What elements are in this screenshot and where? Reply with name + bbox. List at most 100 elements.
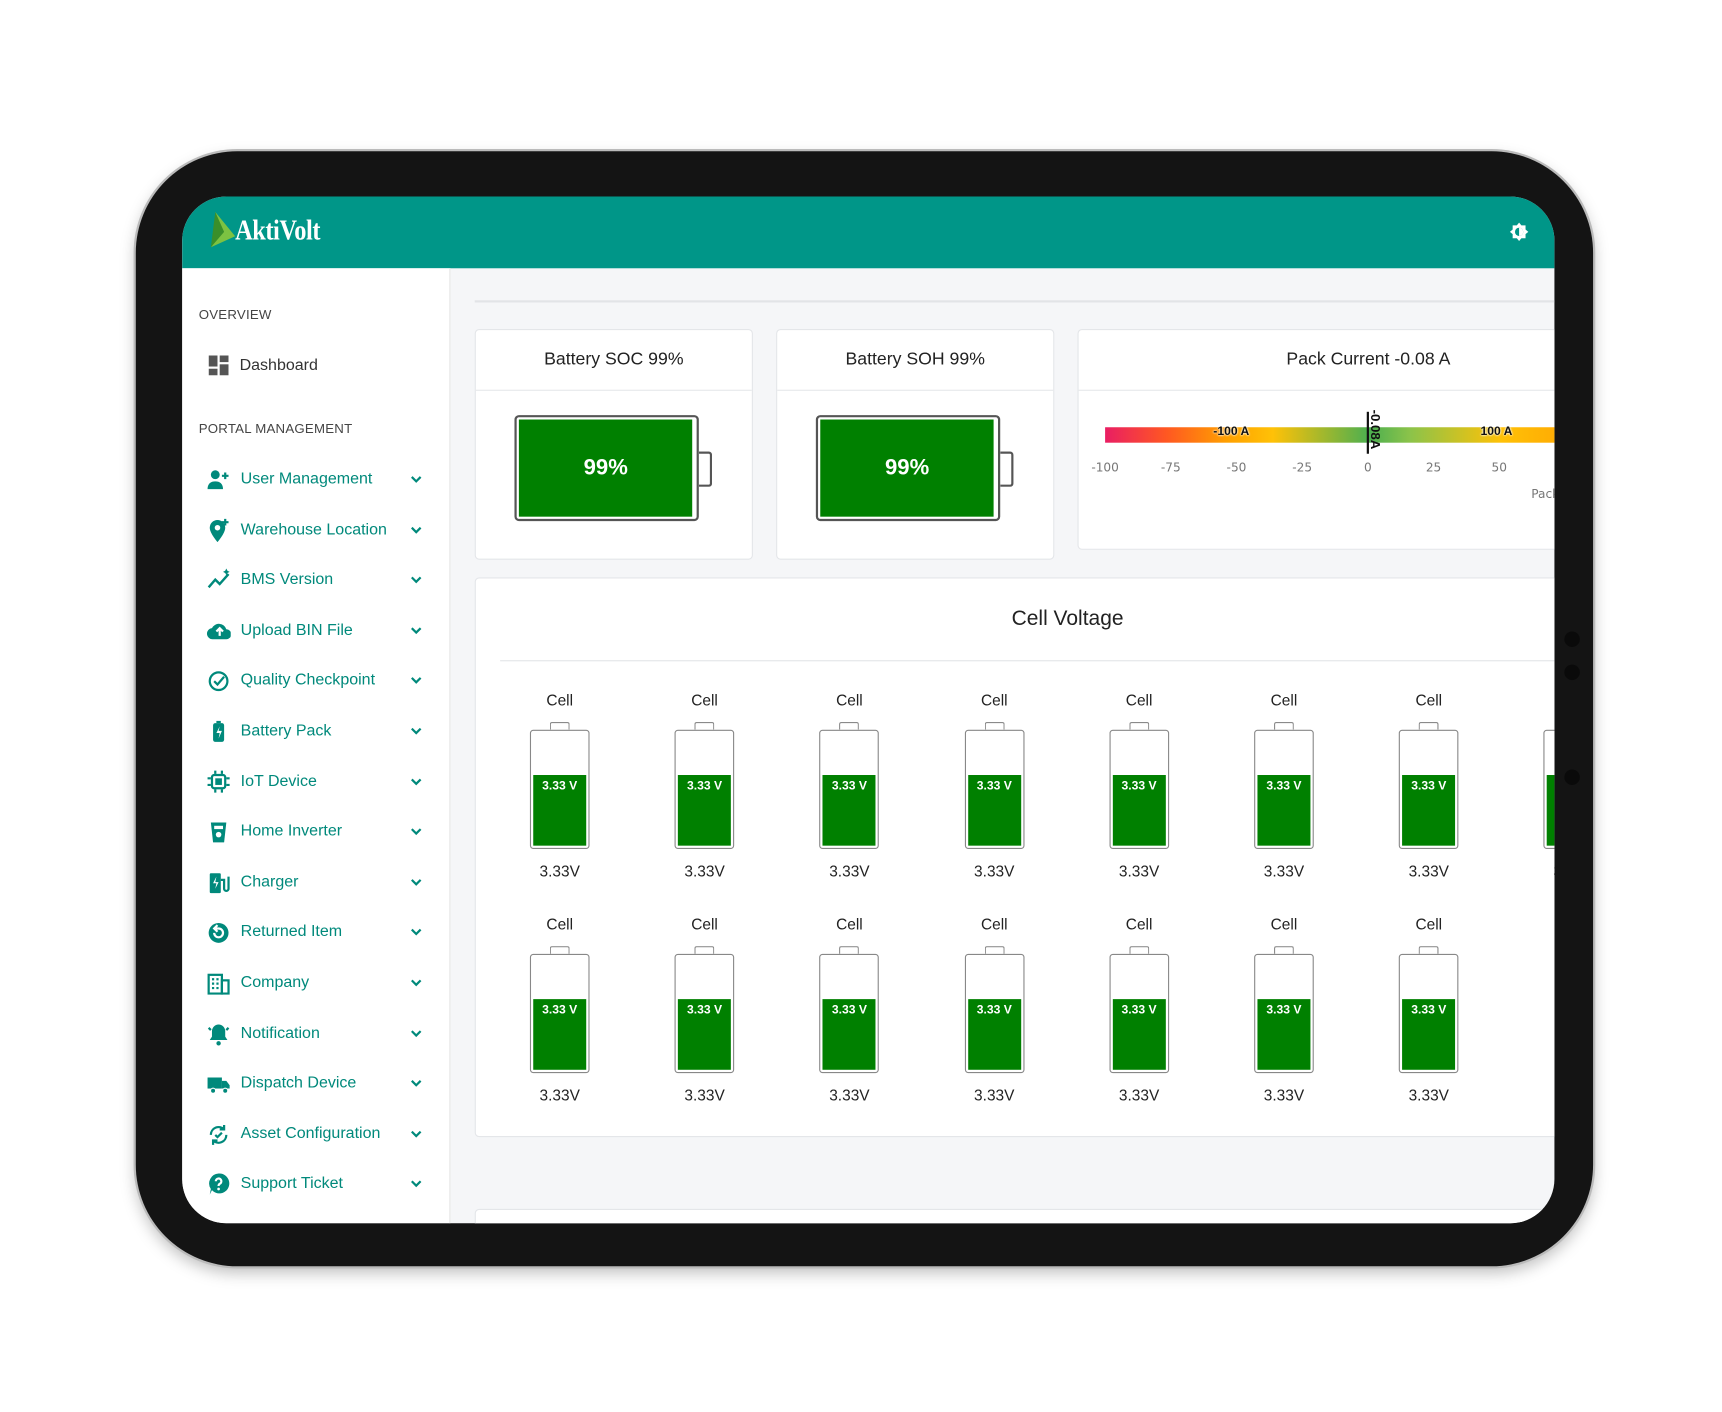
cell-label: Cell	[836, 691, 863, 709]
cell-label: Cell	[1125, 691, 1153, 709]
chevron-down-icon[interactable]	[410, 724, 423, 737]
sidebar-item-home-inverter[interactable]: Home Inverter	[206, 815, 422, 848]
cell-cap	[694, 946, 715, 954]
sidebar-item-notification[interactable]: Notification	[206, 1016, 422, 1049]
chevron-down-icon[interactable]	[410, 1127, 423, 1140]
asset-config-icon	[206, 1121, 230, 1145]
sidebar-item-company[interactable]: Company	[206, 966, 422, 999]
sidebar-item-support-ticket[interactable]: Support Ticket	[206, 1167, 422, 1200]
cell-inner-voltage: 3.33 V	[1411, 779, 1447, 794]
sidebar-item-user-management[interactable]: User Management	[206, 463, 422, 496]
cell-cap	[1418, 722, 1439, 730]
cell-label: Cell	[1529, 691, 1554, 709]
cell-fill: 3.33 V	[533, 775, 587, 846]
cell-item: Cell 3.33 V 3.33V	[950, 915, 1038, 1104]
axis-tick-label: -75	[1160, 460, 1181, 475]
cell-battery-icon: 3.33 V	[1254, 953, 1314, 1074]
sidebar-item-charger[interactable]: Charger	[206, 865, 422, 898]
sidebar-item-label: Dashboard	[239, 356, 318, 375]
main-content: Battery SOC 99% 99% Battery SOH 99% 99% …	[450, 268, 1555, 1224]
sidebar-item-bms-version[interactable]: BMS Version	[206, 563, 422, 596]
next-card	[474, 1208, 1555, 1224]
cell-cap	[984, 946, 1005, 954]
sidebar-item-dispatch-device[interactable]: Dispatch Device	[206, 1067, 422, 1100]
cell-item: Cell 3.33 V 3.33V	[516, 691, 604, 880]
chevron-down-icon[interactable]	[410, 523, 423, 536]
cell-cap	[694, 722, 715, 730]
cell-inner-voltage: 3.33 V	[542, 779, 578, 794]
card-title: Battery SOH 99%	[777, 330, 1054, 391]
cell-inner-voltage: 3.33 V	[542, 1003, 578, 1018]
chevron-down-icon[interactable]	[410, 624, 423, 637]
settings-brightness-icon[interactable]	[1508, 221, 1530, 243]
cell-item: Cell 3.33 V 3.33V	[805, 915, 893, 1104]
cell-inner-voltage: 3.33 V	[686, 1003, 723, 1018]
sidebar-item-iot-device[interactable]: IoT Device	[206, 765, 422, 798]
sidebar-item-label: Returned Item	[240, 923, 343, 942]
sidebar-item-battery-pack[interactable]: Battery Pack	[206, 714, 422, 747]
cell-fill: 3.33 V	[678, 999, 732, 1070]
cell-voltage-value: 3.33V	[1118, 862, 1160, 880]
cell-voltage-title: Cell Voltage	[1011, 607, 1124, 631]
chevron-down-icon[interactable]	[410, 976, 423, 989]
divider	[474, 300, 1555, 303]
cell-fill: 3.33 V	[1402, 775, 1456, 846]
chevron-down-icon[interactable]	[410, 1177, 423, 1190]
chevron-down-icon[interactable]	[410, 473, 423, 486]
band-high-label: 100 A	[1480, 425, 1513, 439]
cell-label: Cell	[691, 691, 718, 709]
logo-bolt-icon	[210, 211, 236, 248]
cloud-upload-icon	[206, 618, 231, 642]
sidebar-item-label: Quality Checkpoint	[240, 671, 376, 690]
sidebar-item-asset-configuration[interactable]: Asset Configuration	[206, 1117, 422, 1150]
sidebar-item-warehouse-location[interactable]: Warehouse Location	[206, 513, 422, 546]
chevron-down-icon[interactable]	[410, 1026, 423, 1039]
cell-inner-voltage: 3.33 V	[831, 779, 867, 794]
cell-battery-icon: 3.33 V	[819, 729, 880, 849]
cell-item: Cell 3.33 V 3.33V	[1240, 691, 1328, 880]
cell-battery-icon: 3.33 V	[964, 953, 1025, 1074]
cell-cap	[984, 722, 1005, 730]
charger-icon	[206, 870, 230, 894]
cell-item: Cell 3.33 V 3.33V	[1529, 691, 1555, 880]
cell-inner-voltage: 3.33 V	[831, 1003, 867, 1018]
cell-item: Cell 3.33 V 3.33V	[1095, 691, 1183, 880]
battery-tip	[698, 451, 713, 487]
cell-label: Cell	[980, 691, 1008, 709]
camera-dot	[1564, 769, 1580, 785]
chevron-down-icon[interactable]	[410, 875, 423, 888]
cell-label: Cell	[1125, 915, 1153, 933]
brand-name: AktiVolt	[235, 214, 320, 247]
sidebar-item-upload-bin-file[interactable]: Upload BIN File	[206, 614, 422, 647]
cell-inner-voltage: 3.33 V	[976, 1003, 1012, 1018]
band-low-label: -100 A	[1213, 425, 1250, 439]
cell-battery-icon: 3.33 V	[1109, 729, 1169, 849]
cell-cap	[1274, 946, 1294, 954]
sidebar-item-dashboard[interactable]: Dashboard	[208, 355, 318, 376]
cell-fill: 3.33 V	[1112, 775, 1166, 846]
chevron-down-icon[interactable]	[410, 1077, 423, 1090]
cell-battery-icon: 3.33 V	[674, 729, 735, 849]
cell-fill: 3.33 V	[533, 999, 587, 1070]
chevron-down-icon[interactable]	[410, 775, 423, 788]
axis-tick-label: -50	[1226, 460, 1247, 475]
cell-voltage-value: 3.33V	[974, 1086, 1015, 1104]
chevron-down-icon[interactable]	[410, 573, 423, 586]
return-icon	[206, 920, 230, 944]
sidebar-item-returned-item[interactable]: Returned Item	[206, 916, 422, 949]
building-icon	[206, 970, 230, 995]
cell-fill: 3.33 V	[678, 775, 732, 846]
chevron-down-icon[interactable]	[410, 926, 423, 939]
sidebar-item-label: Charger	[240, 873, 299, 891]
chevron-down-icon[interactable]	[410, 674, 423, 687]
sidebar-item-quality-checkpoint[interactable]: Quality Checkpoint	[206, 664, 422, 697]
section-overview: OVERVIEW	[198, 306, 272, 323]
axis-tick-label: 25	[1425, 460, 1442, 475]
pack-current-card: Pack Current -0.08 A -100 A 100 A -0.08A…	[1077, 328, 1555, 550]
chevron-down-icon[interactable]	[410, 825, 423, 838]
cell-voltage-value: 3.33V	[829, 1086, 870, 1104]
sidebar: OVERVIEW Dashboard PORTAL MANAGEMENT Use…	[182, 268, 451, 1224]
cell-voltage-value: 3.33V	[539, 1086, 580, 1104]
cell-fill: 3.33 V	[1402, 999, 1456, 1070]
logo[interactable]: AktiVolt	[209, 211, 335, 250]
